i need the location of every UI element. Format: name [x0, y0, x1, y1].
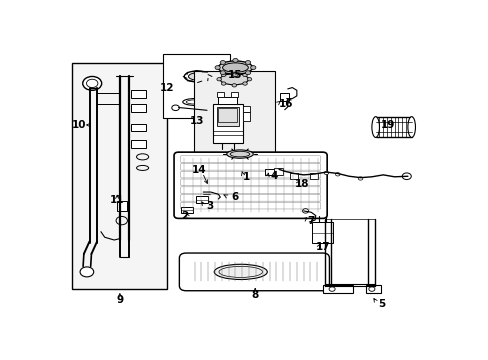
Bar	[163, 54, 229, 118]
Ellipse shape	[218, 183, 252, 191]
FancyBboxPatch shape	[179, 253, 329, 291]
Ellipse shape	[226, 150, 253, 158]
Ellipse shape	[218, 61, 252, 74]
Bar	[212, 104, 243, 143]
Circle shape	[245, 60, 250, 64]
Text: 12: 12	[160, 82, 174, 93]
Text: 16: 16	[279, 99, 293, 109]
Circle shape	[328, 287, 334, 291]
Text: 14: 14	[191, 165, 206, 175]
Bar	[131, 104, 146, 112]
Circle shape	[86, 79, 98, 87]
Bar	[218, 97, 237, 104]
Text: 6: 6	[231, 192, 238, 202]
Bar	[311, 222, 332, 243]
Circle shape	[221, 73, 225, 77]
Text: 15: 15	[228, 70, 242, 80]
Circle shape	[232, 72, 236, 75]
Circle shape	[217, 77, 221, 81]
Circle shape	[250, 66, 255, 69]
Bar	[366, 285, 380, 293]
Text: 5: 5	[377, 299, 384, 309]
Bar	[322, 285, 352, 293]
Bar	[309, 173, 317, 179]
Circle shape	[242, 82, 247, 85]
Circle shape	[302, 209, 308, 213]
Bar	[280, 93, 288, 102]
Ellipse shape	[222, 63, 248, 72]
Circle shape	[335, 173, 339, 176]
Circle shape	[80, 267, 94, 277]
Text: 2: 2	[181, 211, 188, 221]
Bar	[195, 197, 207, 203]
Text: 18: 18	[294, 179, 309, 189]
Bar	[289, 173, 297, 179]
Bar	[193, 71, 275, 195]
Circle shape	[324, 171, 328, 175]
Bar	[216, 92, 224, 97]
Bar	[216, 107, 239, 126]
Circle shape	[232, 58, 238, 62]
Ellipse shape	[184, 71, 210, 82]
Circle shape	[401, 173, 410, 180]
Circle shape	[247, 77, 251, 81]
Text: 4: 4	[270, 171, 277, 181]
FancyBboxPatch shape	[174, 152, 326, 219]
Bar	[131, 140, 146, 148]
Circle shape	[215, 66, 220, 69]
Text: 10: 10	[72, 120, 86, 130]
Text: 7: 7	[307, 216, 314, 226]
Text: 11: 11	[110, 195, 124, 205]
Circle shape	[82, 76, 102, 90]
Bar	[243, 105, 249, 112]
Bar	[274, 168, 282, 175]
Bar	[131, 123, 146, 131]
Circle shape	[368, 287, 374, 291]
Text: 1: 1	[242, 172, 249, 182]
Ellipse shape	[220, 74, 248, 85]
Ellipse shape	[214, 264, 267, 279]
Bar	[264, 169, 276, 175]
Ellipse shape	[371, 117, 379, 138]
Text: 3: 3	[206, 201, 213, 211]
Circle shape	[358, 177, 362, 180]
Circle shape	[232, 84, 236, 87]
Circle shape	[232, 73, 238, 77]
Text: 19: 19	[380, 120, 395, 130]
Text: 13: 13	[190, 116, 204, 126]
Bar	[131, 90, 146, 98]
Text: 17: 17	[315, 243, 329, 252]
Ellipse shape	[188, 73, 206, 80]
Circle shape	[245, 71, 250, 75]
Bar	[218, 108, 237, 122]
Circle shape	[171, 105, 179, 111]
Text: 9: 9	[116, 295, 123, 305]
Bar	[181, 207, 192, 213]
Circle shape	[220, 60, 225, 64]
Bar	[243, 112, 249, 121]
Bar	[230, 92, 238, 97]
Ellipse shape	[407, 117, 415, 138]
Bar	[375, 117, 411, 138]
Text: 8: 8	[251, 290, 258, 300]
Ellipse shape	[183, 99, 208, 105]
Circle shape	[221, 82, 225, 85]
Bar	[72, 63, 167, 288]
Circle shape	[220, 71, 225, 75]
Circle shape	[242, 73, 247, 77]
Ellipse shape	[230, 151, 249, 157]
Bar	[117, 201, 126, 211]
